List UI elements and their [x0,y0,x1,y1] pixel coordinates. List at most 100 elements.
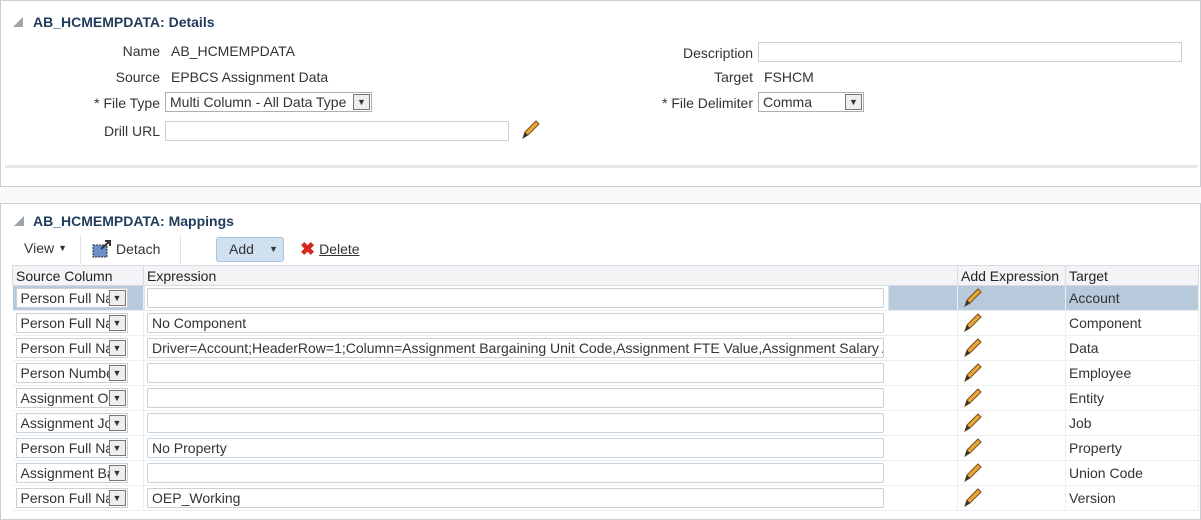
panel-splitter[interactable] [0,186,1201,204]
pencil-icon[interactable] [961,337,983,359]
add-label: Add [229,241,254,257]
add-expression-cell [957,360,1066,386]
pencil-icon[interactable] [961,487,983,509]
source-column-select[interactable]: Person Full Na ▼ [15,338,128,358]
chevron-down-icon[interactable]: ▼ [845,94,862,110]
table-row[interactable]: Person Full Na ▼ OEP_Working Version [12,485,1199,511]
table-row[interactable]: Person Full Na ▼ Account [12,285,1199,311]
pencil-icon[interactable] [961,387,983,409]
mappings-toolbar: View ▼ Detach Add ▼ ✖ Delete [10,236,1198,264]
expression-cell: No Property [143,435,958,461]
table-row[interactable]: Person Full Na ▼ No Component Component [12,310,1199,336]
source-column-value: Person Full Na [20,315,114,331]
detach-button[interactable]: Detach [92,240,160,258]
source-column-value: Assignment Ba [20,465,115,481]
chevron-down-icon: ▼ [58,243,68,253]
chevron-down-icon[interactable]: ▼ [108,290,126,306]
pencil-icon[interactable] [961,362,983,384]
expression-input[interactable] [147,463,884,483]
target-cell: Union Code [1065,460,1199,486]
pencil-icon[interactable] [961,462,983,484]
expression-cell [143,460,958,486]
expression-input[interactable]: OEP_Working [147,488,884,508]
source-column-value: Person Numbe [20,365,114,381]
table-row[interactable]: Person Numbe ▼ Employee [12,360,1199,386]
source-cell: Assignment Ba ▼ [12,460,144,486]
expression-input[interactable] [147,413,884,433]
target-cell: Version [1065,485,1199,511]
file-delimiter-select[interactable]: Comma ▼ [758,92,864,112]
source-cell: Person Numbe ▼ [12,360,144,386]
description-input[interactable] [758,42,1182,62]
source-column-select[interactable]: Assignment O ▼ [15,388,128,408]
drill-url-input[interactable] [165,121,509,141]
table-row[interactable]: Assignment Ba ▼ Union Code [12,460,1199,486]
expression-input[interactable] [147,363,884,383]
add-expression-cell [957,310,1066,336]
target-cell: Employee [1065,360,1199,386]
chevron-down-icon[interactable]: ▼ [108,340,126,356]
chevron-down-icon[interactable]: ▼ [353,94,370,110]
source-column-select[interactable]: Assignment Ba ▼ [15,463,128,483]
expression-cell: OEP_Working [143,485,958,511]
table-row[interactable]: Person Full Na ▼ Driver=Account;HeaderRow… [12,335,1199,361]
collapse-triangle-icon[interactable] [13,17,23,27]
source-column-select[interactable]: Assignment Jo ▼ [15,413,128,433]
delete-label: Delete [319,241,360,257]
view-menu[interactable]: View ▼ [24,240,67,256]
chevron-down-icon[interactable]: ▼ [108,415,126,431]
source-cell: Person Full Na ▼ [12,335,144,361]
chevron-down-icon[interactable]: ▼ [108,490,126,506]
expression-input[interactable]: No Component [147,313,884,333]
source-cell: Person Full Na ▼ [12,485,144,511]
source-label: Source [115,69,160,85]
pencil-icon[interactable] [961,287,983,309]
chevron-down-icon[interactable]: ▼ [108,315,126,331]
expression-input[interactable]: Driver=Account;HeaderRow=1;Column=Assign… [147,338,884,358]
source-cell: Person Full Na ▼ [12,310,144,336]
collapse-triangle-icon[interactable] [14,216,24,226]
chevron-down-icon[interactable]: ▼ [108,365,126,381]
source-column-select[interactable]: Person Full Na ▼ [15,438,128,458]
pencil-icon[interactable] [961,437,983,459]
chevron-down-icon[interactable]: ▼ [269,244,278,254]
expression-cell [143,410,958,436]
source-column-select[interactable]: Person Numbe ▼ [15,363,128,383]
mappings-title: AB_HCMEMPDATA: Mappings [33,213,234,229]
expression-cell: Driver=Account;HeaderRow=1;Column=Assign… [143,335,958,361]
source-column-select[interactable]: Person Full Na ▼ [15,488,128,508]
pencil-icon[interactable] [961,412,983,434]
chevron-down-icon[interactable]: ▼ [108,440,126,456]
pencil-icon[interactable] [961,312,983,334]
column-header-add-expression[interactable]: Add Expression [957,265,1066,286]
pencil-icon[interactable] [519,119,541,141]
delete-button[interactable]: ✖ Delete [300,240,360,258]
detach-label: Detach [116,241,161,257]
source-column-select[interactable]: Person Full Na ▼ [15,313,128,333]
expression-cell [143,360,958,386]
name-label: Name [122,43,160,59]
table-row[interactable]: Person Full Na ▼ No Property Property [12,435,1199,461]
expression-input[interactable] [147,288,884,308]
column-header-expression[interactable]: Expression [143,265,958,286]
file-type-value: Multi Column - All Data Type [170,94,347,110]
drill-url-label: Drill URL [104,123,160,139]
table-row[interactable]: Assignment O ▼ Entity [12,385,1199,411]
add-button[interactable]: Add ▼ [216,237,284,262]
expression-input[interactable]: No Property [147,438,884,458]
expression-input[interactable] [147,388,884,408]
chevron-down-icon[interactable]: ▼ [108,465,126,481]
chevron-down-icon[interactable]: ▼ [108,390,126,406]
file-type-select[interactable]: Multi Column - All Data Type ▼ [165,92,372,112]
target-cell: Entity [1065,385,1199,411]
source-column-value: Person Full Na [20,490,114,506]
table-row[interactable]: Assignment Jo ▼ Job [12,410,1199,436]
add-expression-cell [957,435,1066,461]
column-header-target[interactable]: Target [1065,265,1199,286]
source-value: EPBCS Assignment Data [171,69,329,85]
source-column-select[interactable]: Person Full Na ▼ [15,288,128,308]
source-cell: Assignment Jo ▼ [12,410,144,436]
details-panel: AB_HCMEMPDATA: Details Name AB_HCMEMPDAT… [5,5,1198,168]
name-value: AB_HCMEMPDATA [171,43,295,59]
column-header-source[interactable]: Source Column [12,265,144,286]
